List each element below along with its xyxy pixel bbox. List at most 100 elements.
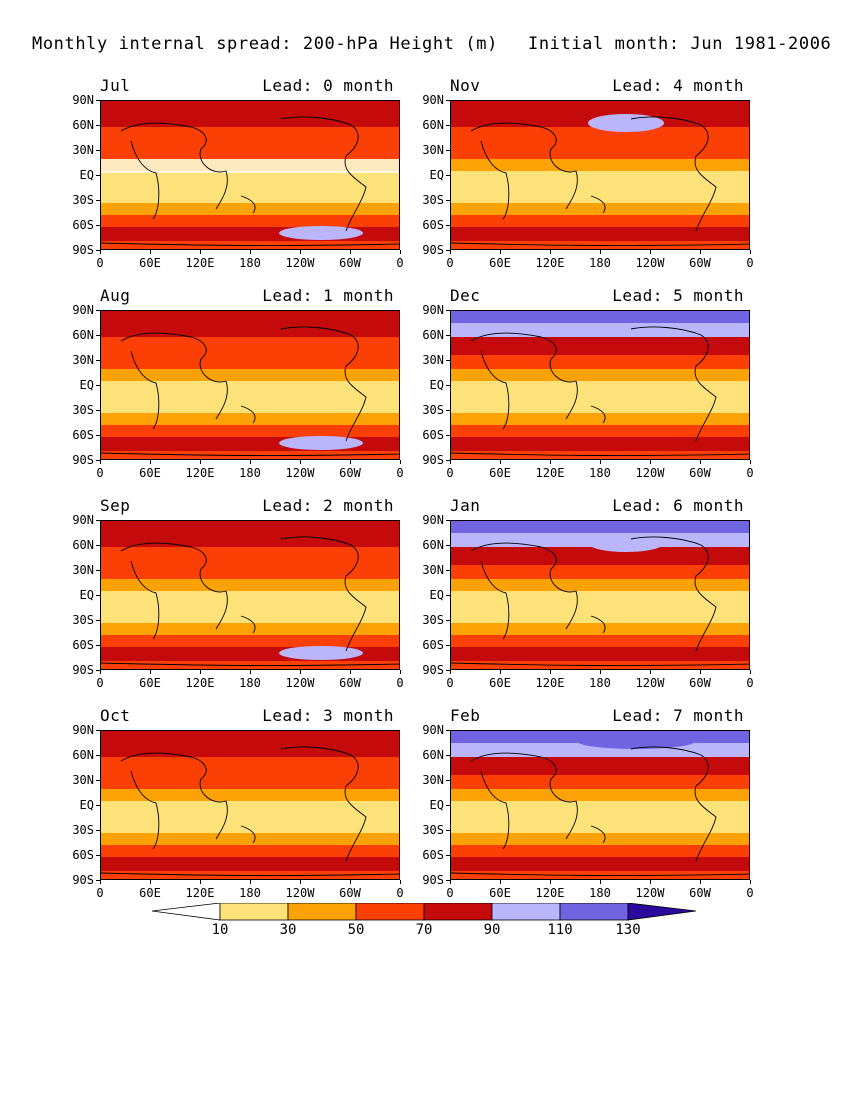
coastlines: [451, 536, 749, 666]
longitude-tick: [650, 250, 651, 254]
longitude-tick: [150, 250, 151, 254]
latitude-label: 30N: [72, 353, 94, 367]
longitude-tick: [600, 460, 601, 464]
longitude-label: 180: [239, 466, 261, 480]
latitude-label: 90N: [72, 723, 94, 737]
latitude-tick: [96, 225, 100, 226]
latitude-label: 30N: [72, 563, 94, 577]
shading-band: [101, 857, 399, 871]
latitude-label: 60N: [422, 118, 444, 132]
longitude-tick: [150, 880, 151, 884]
high-spread-region: [588, 114, 664, 132]
coastlines: [101, 326, 399, 456]
shading-band: [101, 845, 399, 857]
longitude-label: 0: [96, 886, 104, 900]
contour-field: [101, 311, 399, 459]
shading-band: [101, 623, 399, 635]
shading-band: [451, 413, 749, 425]
longitude-label: 60W: [689, 676, 711, 690]
colorbar-segment-below-10: [151, 902, 221, 921]
latitude-tick: [96, 435, 100, 436]
longitude-label: 0: [396, 886, 404, 900]
longitude-tick: [600, 250, 601, 254]
shading-band: [451, 757, 749, 775]
contour-field: [451, 101, 749, 249]
spread-map: [100, 310, 400, 460]
latitude-tick: [96, 460, 100, 461]
shading-band: [101, 101, 399, 113]
latitude-tick: [446, 880, 450, 881]
shading-band: [451, 789, 749, 801]
longitude-label: 120E: [535, 886, 565, 900]
longitude-label: 0: [396, 466, 404, 480]
latitude-label: EQ: [429, 798, 444, 812]
map-panel-dec: Dec Lead: 5 month 90N 60N 30N EQ 30S 60S 90S 0 60E…: [422, 286, 753, 480]
longitude-tick: [550, 460, 551, 464]
contour-field: [451, 521, 749, 669]
longitude-tick: [700, 880, 701, 884]
shading-band: [101, 533, 399, 547]
shading-band: [101, 521, 399, 533]
panel-month-label: Oct: [100, 706, 131, 725]
longitude-label: 120E: [535, 466, 565, 480]
longitude-tick: [450, 670, 451, 674]
latitude-tick: [446, 855, 450, 856]
spread-map: [100, 520, 400, 670]
shading-band: [451, 565, 749, 579]
shading-band: [101, 579, 399, 591]
colorbar-segment: [491, 902, 561, 921]
longitude-label: 60W: [339, 676, 361, 690]
latitude-label: 90S: [72, 663, 94, 677]
shading-band: [451, 127, 749, 145]
contour-field: [101, 731, 399, 879]
latitude-label: 90N: [422, 303, 444, 317]
colorbar-segment-above-130: [627, 902, 697, 921]
latitude-label: 60N: [422, 328, 444, 342]
shading-band: [451, 451, 749, 459]
longitude-tick: [450, 460, 451, 464]
latitude-label: 60S: [422, 638, 444, 652]
latitude-tick: [96, 175, 100, 176]
initial-month-label: Initial month: Jun 1981-2006: [528, 34, 832, 54]
longitude-label: 120W: [635, 466, 665, 480]
latitude-tick: [446, 830, 450, 831]
longitude-tick: [350, 670, 351, 674]
shading-band: [451, 425, 749, 437]
longitude-tick: [100, 880, 101, 884]
latitude-label: 90S: [72, 243, 94, 257]
longitude-label: 0: [746, 676, 754, 690]
latitude-label: 90N: [422, 93, 444, 107]
panel-month-label: Nov: [450, 76, 481, 95]
latitude-tick: [96, 755, 100, 756]
latitude-label: 30S: [72, 613, 94, 627]
longitude-label: 60E: [489, 466, 511, 480]
longitude-label: 60E: [489, 256, 511, 270]
latitude-tick: [96, 410, 100, 411]
latitude-label: EQ: [79, 798, 94, 812]
map-panel-jul: Jul Lead: 0 month 90N 60N 30N EQ 30S 60S 90S 0 60E…: [72, 76, 403, 270]
coastlines: [451, 746, 749, 876]
shading-band: [451, 171, 749, 203]
latitude-label: 90N: [422, 513, 444, 527]
longitude-label: 120W: [285, 886, 315, 900]
longitude-tick: [300, 460, 301, 464]
shading-band: [101, 369, 399, 381]
longitude-label: 180: [589, 676, 611, 690]
latitude-tick: [96, 805, 100, 806]
latitude-tick: [96, 310, 100, 311]
latitude-tick: [446, 645, 450, 646]
latitude-label: 30N: [72, 143, 94, 157]
longitude-tick: [300, 880, 301, 884]
longitude-tick: [400, 250, 401, 254]
shading-band: [451, 311, 749, 323]
latitude-label: 60N: [72, 748, 94, 762]
shading-band: [101, 871, 399, 879]
longitude-label: 120E: [185, 676, 215, 690]
longitude-tick: [550, 250, 551, 254]
latitude-tick: [446, 250, 450, 251]
longitude-label: 120W: [285, 676, 315, 690]
longitude-label: 0: [96, 676, 104, 690]
shading-band: [451, 337, 749, 355]
shading-band: [451, 241, 749, 249]
longitude-tick: [700, 670, 701, 674]
